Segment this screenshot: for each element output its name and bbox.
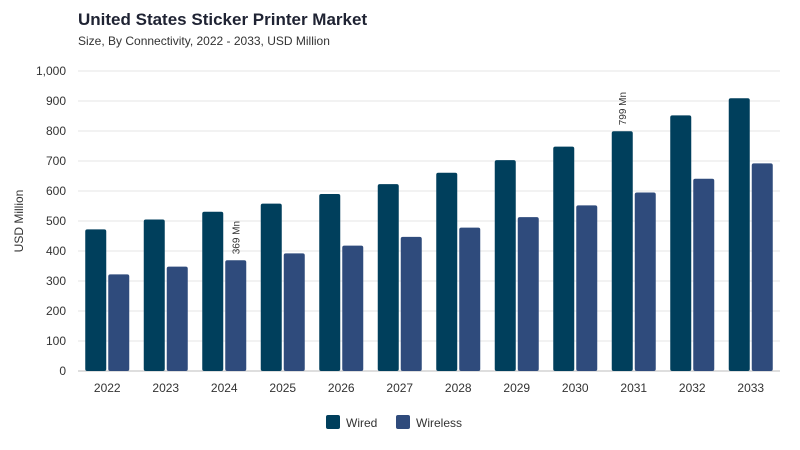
y-tick-label: 400 [46,244,66,258]
y-tick-label: 800 [46,124,66,138]
chart-title: United States Sticker Printer Market [78,10,368,29]
bar-wireless-2030 [576,205,598,371]
x-tick-label: 2028 [445,381,472,395]
bar-wireless-2027 [400,236,422,371]
x-tick-label: 2022 [94,381,121,395]
x-tick-label: 2030 [562,381,589,395]
x-tick-label: 2031 [620,381,647,395]
legend-label-wireless: Wireless [416,416,462,430]
x-tick-label: 2023 [152,381,179,395]
bar-wired-2032 [670,115,692,372]
chart-subtitle: Size, By Connectivity, 2022 - 2033, USD … [78,34,330,48]
y-axis-ticks: 0 100 200 300 400 500 600 700 800 900 1,000 [36,64,66,378]
legend-label-wired: Wired [346,416,377,430]
bar-wired-2024 [202,211,224,371]
bar-wireless-2024 [225,260,247,371]
x-tick-label: 2025 [269,381,296,395]
x-tick-label: 2029 [503,381,530,395]
y-tick-label: 700 [46,154,66,168]
legend-swatch-wired [326,415,340,429]
bars [85,98,773,372]
bar-wireless-2023 [166,266,188,371]
y-tick-label: 100 [46,334,66,348]
data-label: 369 Mn [232,221,243,254]
y-tick-label: 1,000 [36,64,66,78]
bar-wired-2028 [436,172,458,371]
bar-wired-2029 [494,160,516,371]
data-label: 799 Mn [618,92,629,125]
bar-wireless-2029 [517,217,539,371]
bar-wireless-2032 [693,178,715,371]
bar-wired-2023 [143,219,165,371]
y-tick-label: 600 [46,184,66,198]
bar-wireless-2031 [634,192,656,371]
legend: Wired Wireless [326,415,462,430]
y-tick-label: 0 [59,364,66,378]
bar-wired-2027 [377,184,399,371]
y-tick-label: 900 [46,94,66,108]
bar-wired-2026 [319,194,341,371]
bar-wireless-2028 [459,227,481,371]
bar-wireless-2026 [342,245,364,371]
bar-wireless-2033 [751,163,773,371]
bar-wired-2033 [728,98,750,372]
x-tick-label: 2032 [679,381,706,395]
y-tick-label: 300 [46,274,66,288]
x-tick-label: 2027 [386,381,413,395]
x-axis-ticks: 2022 2023 2024 2025 2026 2027 2028 2029 2030 2031… [94,381,765,395]
bar-wired-2025 [260,203,282,371]
bar-wired-2022 [85,229,107,371]
gridlines [78,70,780,372]
bar-wireless-2025 [283,253,305,371]
bar-wired-2031 [611,131,633,371]
bar-wireless-2022 [108,274,130,371]
y-tick-label: 500 [46,214,66,228]
bar-wired-2030 [553,146,575,371]
x-tick-label: 2026 [328,381,355,395]
x-tick-label: 2024 [211,381,238,395]
annotations: 369 Mn 799 Mn [232,92,630,254]
y-axis-label: USD Million [12,190,26,253]
x-tick-label: 2033 [737,381,764,395]
y-tick-label: 200 [46,304,66,318]
legend-swatch-wireless [396,415,410,429]
